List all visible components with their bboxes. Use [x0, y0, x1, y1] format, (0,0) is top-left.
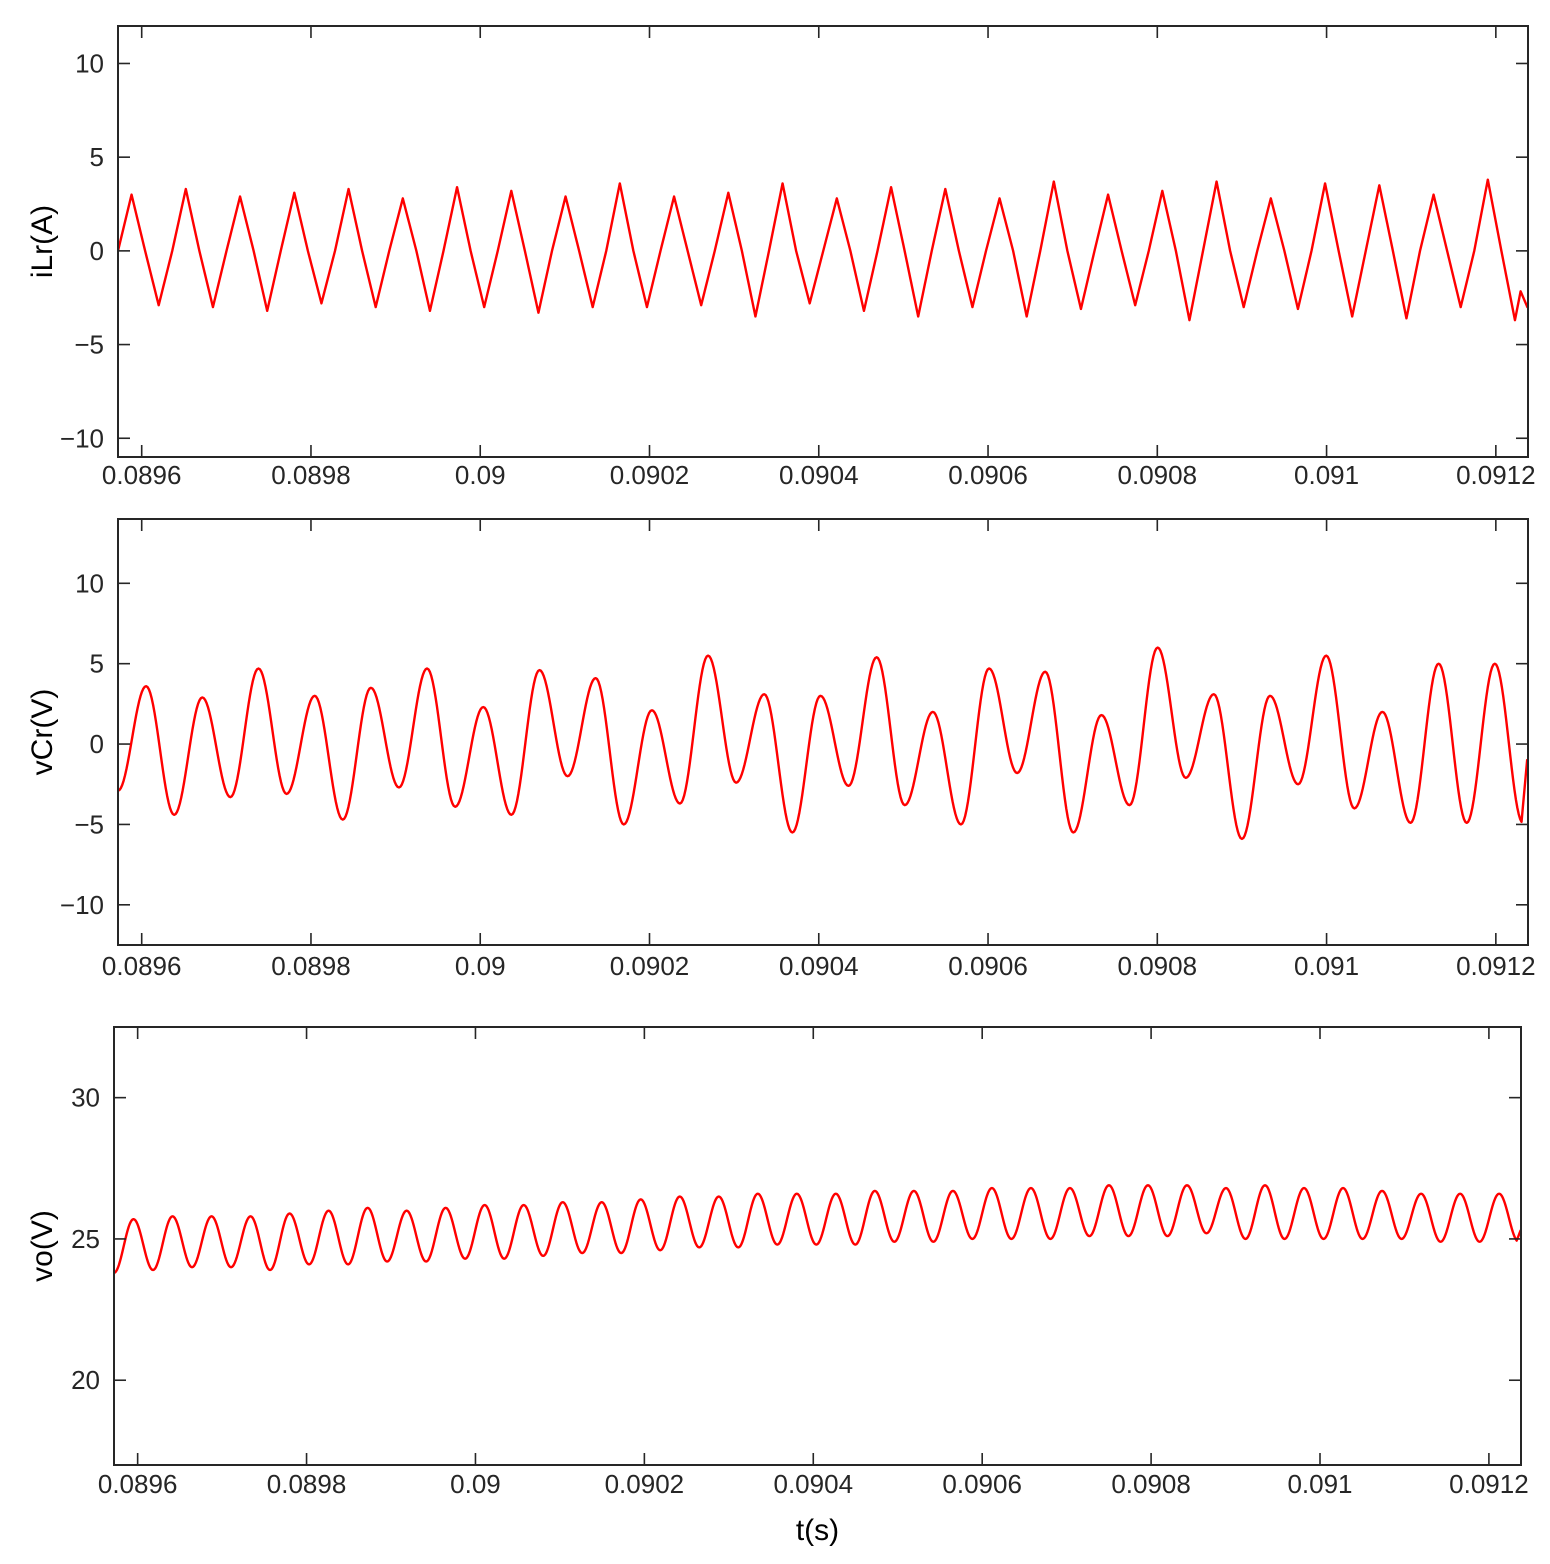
x-tick-label: 0.0898 [267, 1469, 347, 1499]
x-tick-label: 0.0912 [1456, 951, 1536, 981]
x-tick-label: 0.0912 [1456, 460, 1536, 490]
y-tick-label: 0 [90, 236, 104, 266]
y-tick-label: 20 [71, 1365, 100, 1395]
y-tick-label: 5 [90, 142, 104, 172]
y-axis-label: vCr(V) [26, 689, 59, 776]
plot-frame [113, 1026, 1522, 1466]
y-tick-label: −5 [74, 809, 104, 839]
x-tick-label: 0.0908 [1118, 951, 1198, 981]
chart-panel-3: 20 25 30 0.0896 0.0898 0.09 0.0902 0.0904 0.0906… [26, 1026, 1529, 1547]
plot-frame [117, 25, 1529, 458]
y-tick-label: 30 [71, 1083, 100, 1113]
series-line-3-1 [114, 1184, 1521, 1275]
y-tick-label: −5 [74, 330, 104, 360]
x-tick-label: 0.0904 [774, 1469, 854, 1499]
x-tick-label: 0.0902 [610, 460, 690, 490]
x-tick-label: 0.0896 [98, 1469, 178, 1499]
x-tick-label: 0.091 [1294, 951, 1359, 981]
y-tick-label: 10 [75, 568, 104, 598]
y-tick-label: −10 [60, 890, 104, 920]
chart-panel-2: −10 −5 0 5 10 0.0896 0.0898 0.09 0.0902 0.0904 0.0… [26, 518, 1536, 981]
y-tick-label: −10 [60, 423, 104, 453]
x-tick-label: 0.0904 [779, 460, 859, 490]
x-tick-label: 0.09 [455, 460, 506, 490]
x-tick-label: 0.0896 [102, 951, 182, 981]
series-line-1-1 [118, 178, 1528, 322]
x-tick-label: 0.0906 [948, 460, 1028, 490]
x-tick-label: 0.0906 [948, 951, 1028, 981]
x-tick-label: 0.0908 [1111, 1469, 1191, 1499]
x-tick-label: 0.0898 [271, 951, 351, 981]
y-axis-label: vo(V) [26, 1210, 59, 1282]
x-tick-label: 0.0912 [1449, 1469, 1529, 1499]
x-tick-label: 0.0906 [942, 1469, 1022, 1499]
x-tick-label: 0.091 [1294, 460, 1359, 490]
y-tick-label: 5 [90, 649, 104, 679]
x-tick-label: 0.0904 [779, 951, 859, 981]
x-tick-label: 0.0896 [102, 460, 182, 490]
chart-panel-1: −10 −5 0 5 10 0.0896 0.0898 0.09 0.0902 0.0904 0.0… [26, 25, 1536, 490]
x-tick-label: 0.0902 [605, 1469, 685, 1499]
x-tick-label: 0.09 [450, 1469, 501, 1499]
plot-frame [117, 518, 1529, 946]
x-tick-label: 0.0902 [610, 951, 690, 981]
series-line-2-1 [118, 646, 1528, 841]
x-tick-label: 0.09 [455, 951, 506, 981]
x-tick-label: 0.0898 [271, 460, 351, 490]
y-tick-label: 10 [75, 48, 104, 78]
y-tick-label: 25 [71, 1224, 100, 1254]
x-tick-label: 0.091 [1287, 1469, 1352, 1499]
y-axis-label: iLr(A) [26, 205, 59, 278]
x-axis-label: t(s) [796, 1514, 839, 1547]
y-tick-label: 0 [90, 729, 104, 759]
x-tick-label: 0.0908 [1118, 460, 1198, 490]
